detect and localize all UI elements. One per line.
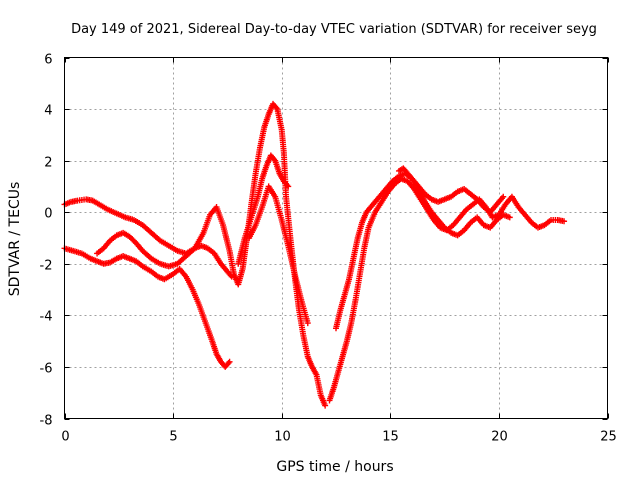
y-tick-label: 2 [44,156,52,171]
y-tick-label: 6 [44,53,52,68]
data-point [285,183,292,190]
grid-layer [64,57,608,419]
series-track-g [333,170,513,332]
data-point [225,360,232,367]
series-track-f [326,175,568,404]
series-track-b [61,245,233,370]
data-points [61,100,568,409]
series-track-h [395,165,507,216]
data-point [500,193,507,200]
data-point [273,104,280,111]
y-tick-label: -2 [40,259,53,274]
data-point [506,214,513,221]
data-point [561,218,568,225]
tick-layer: 0 5 10 15 20 25 -8 -6 -4 -2 0 2 4 6 [40,53,617,445]
y-tick-label: -8 [40,414,53,429]
y-tick-label: 4 [44,104,52,119]
x-tick-label: 10 [274,430,291,445]
x-tick-label: 20 [491,430,508,445]
series-track-c [94,229,235,280]
plot-frame [64,57,608,419]
data-point [227,272,234,279]
data-point [284,182,291,189]
series-track-e [246,183,311,327]
data-point [226,358,233,365]
series-track-a [61,100,329,409]
series-track-d [235,152,292,267]
data-point [228,273,235,280]
data-point [271,156,278,163]
y-tick-label: 0 [44,207,52,222]
x-tick-label: 5 [169,430,177,445]
y-tick-label: -6 [40,362,53,377]
x-axis-label: GPS time / hours [276,459,393,475]
x-tick-label: 25 [600,430,617,445]
y-axis-label: SDTVAR / TECUs [7,182,23,297]
x-tick-label: 0 [61,430,69,445]
x-tick-label: 15 [382,430,399,445]
chart-title: Day 149 of 2021, Sidereal Day-to-day VTE… [71,22,597,37]
y-tick-label: -4 [40,310,53,325]
data-point [322,402,329,409]
data-point [304,320,311,327]
